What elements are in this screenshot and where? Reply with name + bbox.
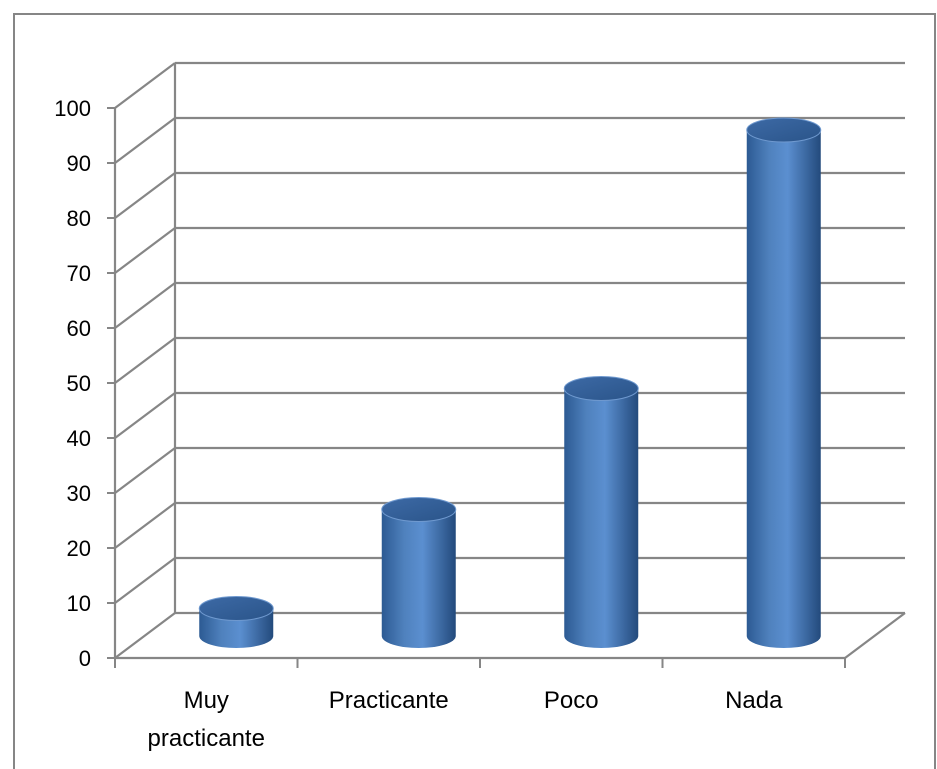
x-category-label: Practicante [329, 687, 449, 714]
x-category-label: Poco [544, 687, 599, 714]
bar-cap [746, 117, 822, 143]
bar-body [746, 130, 821, 648]
y-tick-label: 50 [67, 371, 91, 396]
gridline-diagonal [114, 172, 176, 219]
gridline-diagonal [114, 502, 176, 549]
y-tick-label: 70 [67, 261, 91, 286]
y-tick-label: 40 [67, 426, 91, 451]
gridline-diagonal [114, 392, 176, 439]
axes [107, 63, 906, 668]
gridline-diagonal [114, 282, 176, 329]
y-tick-label: 80 [67, 206, 91, 231]
gridline-diagonal [114, 447, 176, 494]
gridline-diagonal [114, 117, 176, 164]
bar-3 [563, 376, 639, 648]
bar-4 [746, 117, 822, 648]
bars [198, 117, 822, 648]
bar-2 [381, 497, 457, 648]
gridline-diagonal [114, 62, 176, 109]
y-axis-tick-labels: 0 10 20 30 40 50 60 70 80 90 100 [54, 96, 91, 671]
gridline-diagonal [114, 557, 176, 604]
bar-body [381, 509, 456, 648]
y-tick-label: 20 [67, 536, 91, 561]
bar-body [564, 388, 639, 648]
gridline-diagonal [114, 612, 176, 659]
gridline-diagonal [114, 337, 176, 384]
y-tick-label: 10 [67, 591, 91, 616]
floor-right-edge [844, 612, 906, 659]
bar-cap [198, 596, 274, 621]
y-tick-label: 30 [67, 481, 91, 506]
y-tick-label: 100 [54, 96, 91, 121]
y-tick-label: 0 [79, 646, 91, 671]
gridline-diagonal [114, 227, 176, 274]
bar-cap [381, 497, 457, 522]
y-tick-label: 60 [67, 316, 91, 341]
x-category-label: Nada [725, 687, 783, 714]
x-category-label: Muy practicante [148, 687, 265, 752]
bar-cap [563, 376, 639, 401]
x-axis-category-labels: Muy practicante Practicante Poco Nada [148, 687, 784, 752]
y-tick-label: 90 [67, 151, 91, 176]
bar-1 [198, 596, 274, 648]
